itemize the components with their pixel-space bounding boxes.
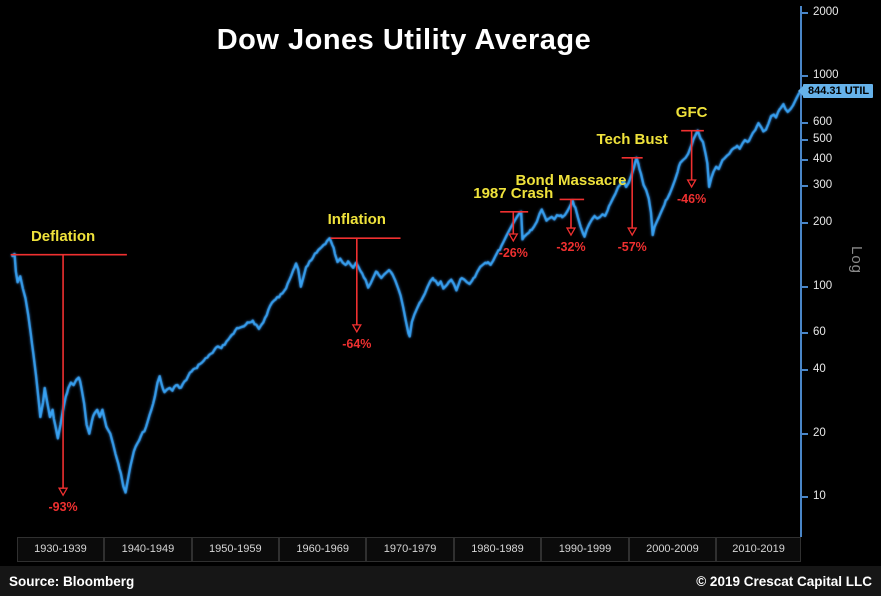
y-axis-tick-label: 600 [813, 116, 833, 129]
y-axis-tick [800, 222, 808, 225]
price-flag: 844.31 UTIL [797, 83, 874, 98]
y-axis-tick [800, 138, 808, 141]
y-axis-tick-label: 60 [813, 326, 826, 339]
y-axis-tick [800, 496, 808, 498]
y-axis-tick-label: 20 [813, 426, 826, 439]
y-axis-tick-label: 1000 [813, 69, 839, 82]
x-axis-decade-label: 1960-1969 [279, 537, 367, 562]
log-scale-label: Log [848, 246, 865, 275]
x-axis-decade-label: 2000-2009 [628, 537, 717, 562]
y-axis-tick-label: 100 [813, 279, 833, 292]
x-axis-decade-label: 1970-1979 [366, 537, 454, 562]
y-axis-tick-label: 10 [813, 490, 826, 502]
x-axis-decade-label: 1950-1959 [191, 537, 279, 562]
y-axis-tick-label: 200 [813, 216, 833, 229]
y-axis-tick [800, 122, 808, 125]
y-axis-tick [800, 75, 808, 78]
y-axis-tick-label: 2000 [813, 6, 839, 19]
x-axis: 1930-1939 1940-1949 1950-1959 1960-1969 1970… [0, 537, 881, 563]
y-axis-tick-label: 500 [813, 132, 833, 145]
y-axis-tick [800, 332, 808, 335]
y-axis-tick-label: 400 [813, 153, 833, 166]
x-axis-decade-label: 1940-1949 [104, 537, 192, 562]
copyright-label: © 2019 Crescat Capital LLC [696, 573, 872, 589]
y-axis-tick [800, 432, 808, 435]
footer-bar: Source: Bloomberg © 2019 Crescat Capital… [0, 566, 881, 596]
y-axis-tick [800, 285, 808, 288]
y-axis-tick [800, 369, 808, 372]
x-axis-decade-label: 2010-2019 [716, 537, 801, 562]
y-axis-tick [800, 159, 808, 162]
x-axis-decade-label: 1980-1989 [453, 537, 542, 562]
source-label: Source: Bloomberg [9, 573, 135, 589]
x-axis-decade-label: 1990-1999 [541, 537, 629, 562]
x-axis-decade-label: 1930-1939 [16, 537, 105, 562]
y-axis-tick [800, 12, 808, 15]
y-axis-tick [800, 185, 808, 188]
chart-title: Dow Jones Utility Average [216, 24, 592, 56]
y-axis-tick-label: 300 [813, 179, 833, 192]
y-axis-tick-label: 40 [813, 363, 826, 376]
y-axis-line [800, 6, 802, 537]
